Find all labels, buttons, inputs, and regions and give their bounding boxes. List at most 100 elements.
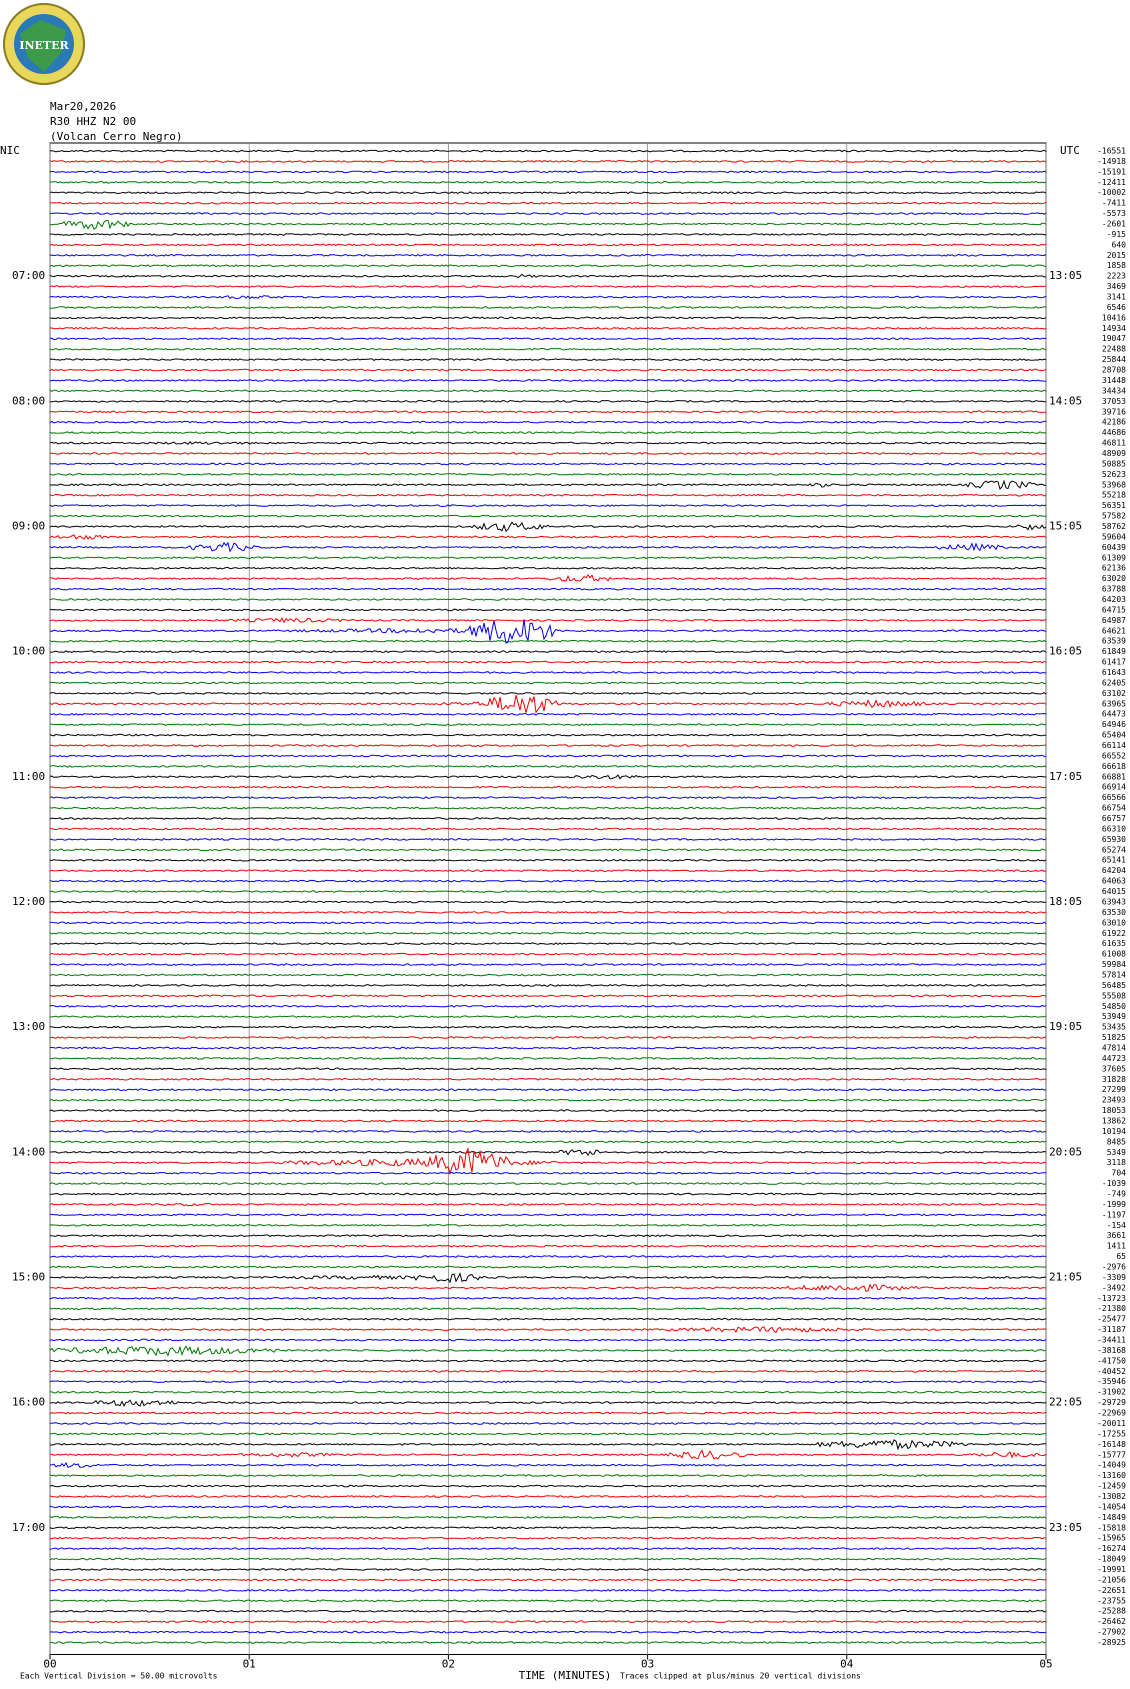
trace <box>49 493 1047 497</box>
trace <box>49 399 1046 403</box>
left-hour-label: 14:00 <box>12 1145 45 1158</box>
footer-scale: Each Vertical Division = 50.00 microvolt… <box>20 1672 218 1681</box>
trace-offset: -25288 <box>1097 1607 1126 1616</box>
trace-offset: 64203 <box>1102 595 1126 604</box>
x-tick-label: 02 <box>442 1657 455 1670</box>
trace <box>49 556 1047 560</box>
trace-offset: -31902 <box>1097 1388 1126 1397</box>
trace <box>49 1474 1047 1478</box>
trace-offset: -14918 <box>1097 157 1126 166</box>
x-tick-label: 00 <box>43 1657 56 1670</box>
trace <box>49 1015 1047 1019</box>
trace <box>49 253 1047 257</box>
trace-offset: -23755 <box>1097 1596 1126 1605</box>
trace <box>49 619 1047 644</box>
trace <box>49 337 1046 341</box>
trace <box>49 1432 1047 1436</box>
trace-offset: -14054 <box>1097 1502 1126 1511</box>
trace-offset: 66914 <box>1102 783 1126 792</box>
trace <box>49 1449 1047 1460</box>
trace-offset: 64204 <box>1102 866 1126 875</box>
right-zone: UTC <box>1060 144 1080 157</box>
trace-offset: -12411 <box>1097 178 1126 187</box>
right-hour-label: 17:05 <box>1049 770 1082 783</box>
trace <box>49 639 1047 643</box>
trace-offset: 61643 <box>1102 668 1126 677</box>
trace-offset: 3661 <box>1107 1231 1126 1240</box>
right-hour-label: 14:05 <box>1049 394 1082 407</box>
trace-offset: 39716 <box>1102 407 1126 416</box>
logo: INETER <box>3 3 85 85</box>
trace <box>49 1057 1047 1060</box>
trace <box>49 1265 1047 1269</box>
trace-offset: 62136 <box>1102 564 1126 573</box>
trace-offset: 27299 <box>1102 1085 1126 1094</box>
trace <box>49 1067 1047 1071</box>
trace-offset: 55218 <box>1102 491 1126 500</box>
trace-offset: -915 <box>1107 230 1126 239</box>
trace-offset: -22651 <box>1097 1586 1126 1595</box>
trace <box>49 1557 1047 1561</box>
trace <box>49 420 1046 424</box>
trace-offset: 46811 <box>1102 439 1126 448</box>
trace-offset: -25477 <box>1097 1315 1126 1324</box>
right-hour-label: 20:05 <box>1049 1145 1082 1158</box>
trace <box>49 574 1047 582</box>
trace-offset: 60439 <box>1102 543 1126 552</box>
trace-offset: 55508 <box>1102 991 1126 1000</box>
trace <box>49 1620 1047 1624</box>
trace-offset: 31828 <box>1102 1075 1126 1084</box>
trace <box>49 347 1047 351</box>
trace <box>49 1369 1047 1373</box>
trace-offset: -21056 <box>1097 1575 1126 1584</box>
trace-offset: 65274 <box>1102 845 1126 854</box>
trace <box>49 973 1047 977</box>
header-location: (Volcan Cerro Negro) <box>50 130 182 143</box>
trace-offset: 18053 <box>1102 1106 1126 1115</box>
trace-offset: 3469 <box>1107 282 1126 291</box>
trace-offset: -28925 <box>1097 1638 1126 1647</box>
trace <box>49 827 1046 831</box>
trace-offset: 704 <box>1112 1169 1127 1178</box>
trace-offset: 61849 <box>1102 647 1126 656</box>
trace-offset: 37605 <box>1102 1064 1126 1073</box>
trace-offset: -13082 <box>1097 1492 1126 1501</box>
trace <box>49 952 1047 956</box>
trace <box>49 694 1047 714</box>
trace-offset: 64473 <box>1102 710 1126 719</box>
trace <box>49 587 1047 591</box>
trace-offset: 2223 <box>1107 272 1126 281</box>
trace-offset: -21380 <box>1097 1304 1126 1313</box>
trace-offset: -154 <box>1107 1221 1126 1230</box>
trace <box>49 1025 1047 1029</box>
trace <box>49 879 1046 883</box>
trace <box>49 1130 1047 1133</box>
trace <box>49 1380 1047 1384</box>
trace <box>49 1515 1047 1519</box>
trace-offset: 48909 <box>1102 449 1126 458</box>
trace-offset: 62405 <box>1102 678 1126 687</box>
right-hour-label: 19:05 <box>1049 1020 1082 1033</box>
trace <box>49 650 1047 654</box>
right-hour-label: 23:05 <box>1049 1521 1082 1534</box>
trace <box>49 1630 1047 1634</box>
trace <box>50 1149 1047 1157</box>
trace <box>49 1296 1047 1300</box>
trace <box>50 1077 1047 1081</box>
trace <box>49 1255 1047 1258</box>
trace <box>50 326 1047 330</box>
trace-offset: 64063 <box>1102 877 1126 886</box>
trace-offset: 63010 <box>1102 918 1126 927</box>
trace <box>49 462 1047 466</box>
trace-offset: 28708 <box>1102 366 1126 375</box>
right-hour-label: 16:05 <box>1049 645 1082 658</box>
trace <box>49 598 1047 601</box>
trace-offset: 61309 <box>1102 553 1126 562</box>
trace-offset: -26462 <box>1097 1617 1126 1626</box>
trace-offset: -16148 <box>1097 1440 1126 1449</box>
trace-offset: -12459 <box>1097 1482 1126 1491</box>
trace <box>49 521 1047 533</box>
trace <box>49 452 1047 455</box>
trace-offset: -1999 <box>1102 1200 1126 1209</box>
trace-offset: -15191 <box>1097 167 1126 176</box>
